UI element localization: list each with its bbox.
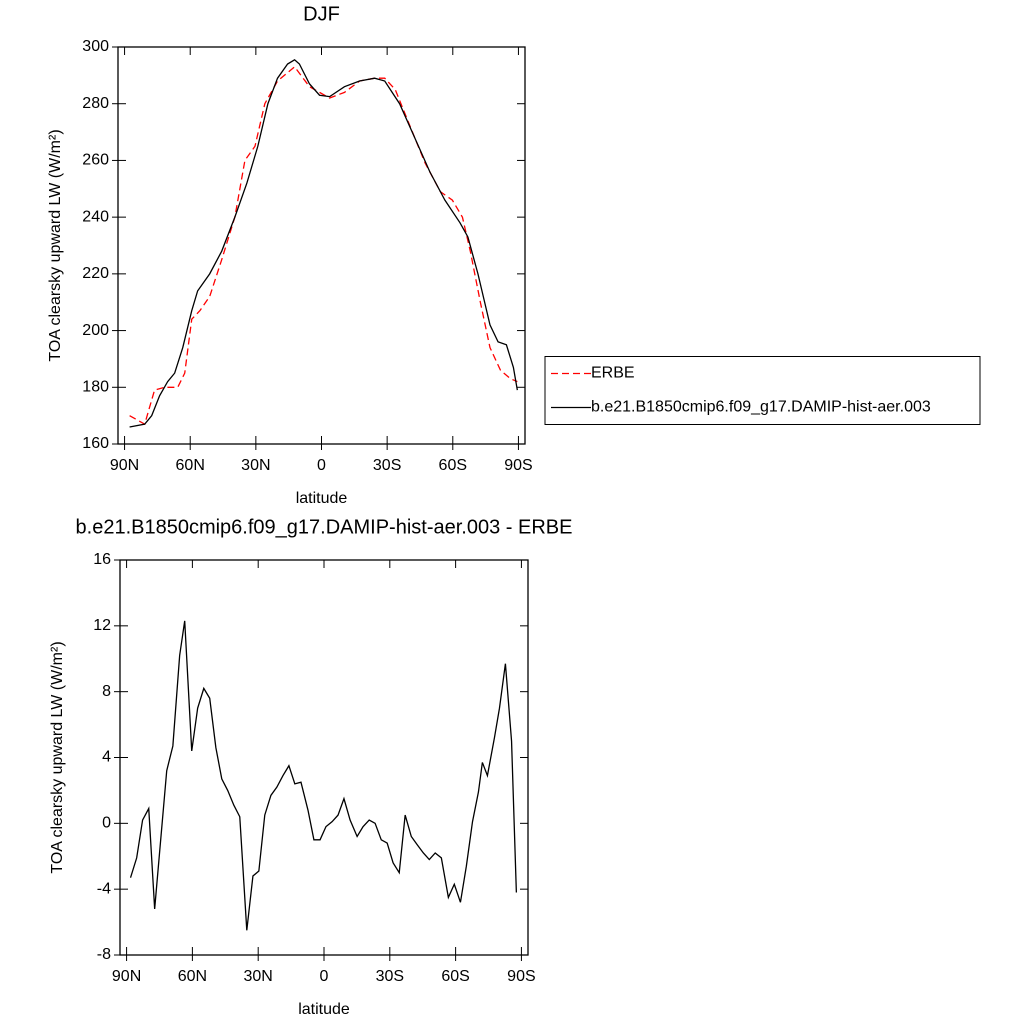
data-line <box>129 58 518 428</box>
x-tick-label: 90S <box>507 968 535 985</box>
plot-frame <box>119 559 529 956</box>
x-axis-label: latitude <box>298 1001 350 1018</box>
y-tick-label: 200 <box>82 322 109 339</box>
y-tick-label: 180 <box>82 379 109 396</box>
x-tick-label: 60S <box>439 457 467 474</box>
x-tick-label: 30N <box>241 457 270 474</box>
y-tick-label: 0 <box>102 815 111 832</box>
x-tick-label: 0 <box>317 457 326 474</box>
data-line <box>129 65 518 426</box>
x-tick-label: 60S <box>441 968 469 985</box>
panel: DJF latitude TOA clearsky upward LW (W/m²)… <box>47 3 981 507</box>
x-tick-label: 60N <box>176 457 205 474</box>
x-tick-label: 30S <box>376 968 404 985</box>
chart-title: DJF <box>303 3 340 25</box>
y-tick-label: 220 <box>82 265 109 282</box>
legend-label: ERBE <box>591 365 635 382</box>
y-tick-label: -8 <box>97 946 111 963</box>
y-tick-label: 12 <box>93 617 111 634</box>
y-tick-label: -4 <box>97 880 111 897</box>
y-tick-label: 16 <box>93 551 111 568</box>
data-line <box>129 620 518 931</box>
x-tick-label: 90N <box>110 457 139 474</box>
x-tick-label: 90S <box>504 457 532 474</box>
x-axis-label: latitude <box>296 490 348 507</box>
legend-box <box>544 356 981 425</box>
y-tick-label: 280 <box>82 95 109 112</box>
y-tick-label: 300 <box>82 38 109 55</box>
chart-title: b.e21.B1850cmip6.f09_g17.DAMIP-hist-aer.… <box>76 516 573 538</box>
panel: b.e21.B1850cmip6.f09_g17.DAMIP-hist-aer.… <box>49 516 572 1018</box>
legend: ERBE b.e21.B1850cmip6.f09_g17.DAMIP-hist-… <box>544 356 981 425</box>
x-tick-label: 90N <box>112 968 141 985</box>
x-tick-label: 60N <box>178 968 207 985</box>
y-tick-label: 8 <box>102 683 111 700</box>
x-tick-label: 30S <box>373 457 401 474</box>
y-tick-label: 160 <box>82 435 109 452</box>
y-tick-label: 260 <box>82 152 109 169</box>
legend-label: b.e21.B1850cmip6.f09_g17.DAMIP-hist-aer.… <box>591 399 931 416</box>
x-tick-label: 30N <box>244 968 273 985</box>
y-tick-label: 4 <box>102 749 111 766</box>
y-tick-label: 240 <box>82 208 109 225</box>
y-axis-label: TOA clearsky upward LW (W/m²) <box>49 641 66 873</box>
y-axis-label: TOA clearsky upward LW (W/m²) <box>47 129 64 361</box>
x-tick-label: 0 <box>320 968 329 985</box>
